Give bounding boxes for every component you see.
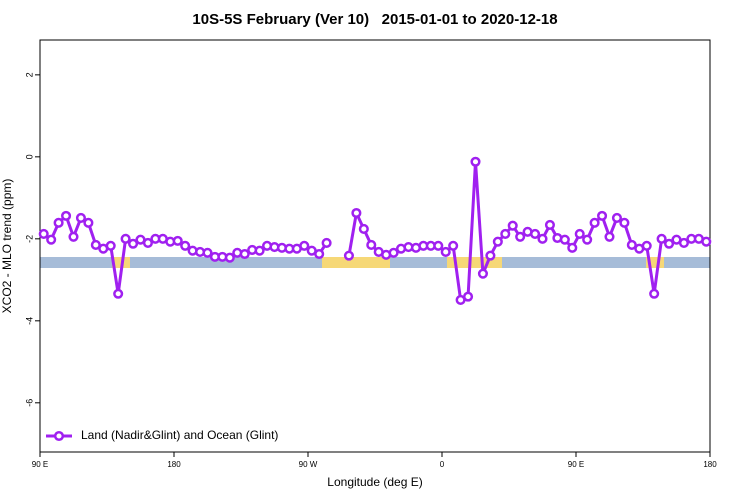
x-tick-label: 180 bbox=[703, 460, 717, 469]
data-point bbox=[664, 238, 675, 249]
y-tick-label: -4 bbox=[24, 317, 34, 325]
data-point bbox=[559, 234, 570, 245]
data-point bbox=[321, 237, 332, 248]
data-point bbox=[582, 234, 593, 245]
data-point bbox=[75, 212, 86, 223]
data-point bbox=[254, 245, 265, 256]
data-point bbox=[470, 156, 481, 167]
data-point bbox=[343, 250, 354, 261]
data-point bbox=[701, 236, 712, 247]
data-point bbox=[46, 234, 57, 245]
data-point bbox=[500, 228, 511, 239]
data-point bbox=[567, 242, 578, 253]
x-tick-label: 0 bbox=[440, 460, 445, 469]
data-point bbox=[492, 236, 503, 247]
data-point bbox=[120, 233, 131, 244]
y-tick-label: -2 bbox=[24, 235, 34, 243]
x-tick-label: 90 E bbox=[568, 460, 584, 469]
data-point bbox=[463, 291, 474, 302]
data-point bbox=[440, 246, 451, 257]
y-tick-label: 2 bbox=[24, 72, 34, 77]
data-point bbox=[485, 250, 496, 261]
data-point bbox=[537, 233, 548, 244]
data-point bbox=[433, 240, 444, 251]
data-point bbox=[105, 240, 116, 251]
data-point bbox=[530, 228, 541, 239]
data-point bbox=[604, 231, 615, 242]
data-point bbox=[366, 239, 377, 251]
data-point bbox=[180, 240, 191, 251]
data-point bbox=[589, 217, 600, 228]
data-point bbox=[597, 210, 608, 221]
series-line bbox=[42, 160, 707, 302]
data-point bbox=[83, 217, 94, 228]
land-ocean-strip bbox=[40, 257, 710, 268]
data-point bbox=[128, 238, 139, 249]
data-point bbox=[68, 231, 79, 242]
data-point bbox=[388, 247, 399, 258]
x-tick-label: 90 W bbox=[299, 460, 318, 469]
data-point bbox=[448, 240, 459, 251]
data-point bbox=[90, 239, 101, 251]
y-tick-label: -6 bbox=[24, 399, 34, 407]
x-tick-label: 90 E bbox=[32, 460, 48, 469]
legend-label: Land (Nadir&Glint) and Ocean (Glint) bbox=[81, 428, 278, 442]
data-point bbox=[202, 247, 213, 258]
y-axis-title: XCO2 - MLO trend (ppm) bbox=[0, 179, 14, 314]
data-point bbox=[142, 237, 153, 248]
plot-frame bbox=[39, 39, 711, 453]
land-strip bbox=[646, 257, 664, 268]
data-point bbox=[619, 217, 630, 228]
data-point bbox=[38, 228, 49, 239]
x-axis-title: Longitude (deg E) bbox=[327, 475, 422, 489]
data-point bbox=[358, 223, 369, 235]
data-point bbox=[113, 288, 124, 299]
data-point bbox=[626, 239, 637, 251]
data-point bbox=[507, 220, 518, 231]
y-tick-label: 0 bbox=[24, 154, 34, 159]
data-point bbox=[351, 207, 362, 219]
data-point bbox=[611, 212, 622, 223]
data-point bbox=[53, 217, 64, 228]
data-point bbox=[656, 233, 667, 244]
data-point bbox=[239, 248, 250, 260]
data-point bbox=[61, 210, 72, 221]
data-point bbox=[314, 248, 325, 260]
data-point bbox=[224, 252, 235, 263]
x-tick-label: 180 bbox=[167, 460, 181, 469]
data-point bbox=[678, 237, 689, 248]
data-point bbox=[649, 288, 660, 299]
legend-marker bbox=[53, 430, 65, 442]
data-point bbox=[515, 231, 526, 242]
data-point bbox=[172, 235, 183, 246]
land-strip bbox=[447, 257, 502, 268]
data-point bbox=[544, 219, 555, 230]
data-point bbox=[477, 268, 488, 279]
land-strip bbox=[322, 257, 390, 268]
data-point bbox=[299, 240, 310, 251]
data-point bbox=[641, 240, 652, 251]
data-point bbox=[574, 228, 585, 239]
chart-title: 10S-5S February (Ver 10) 2015-01-01 to 2… bbox=[192, 11, 557, 28]
